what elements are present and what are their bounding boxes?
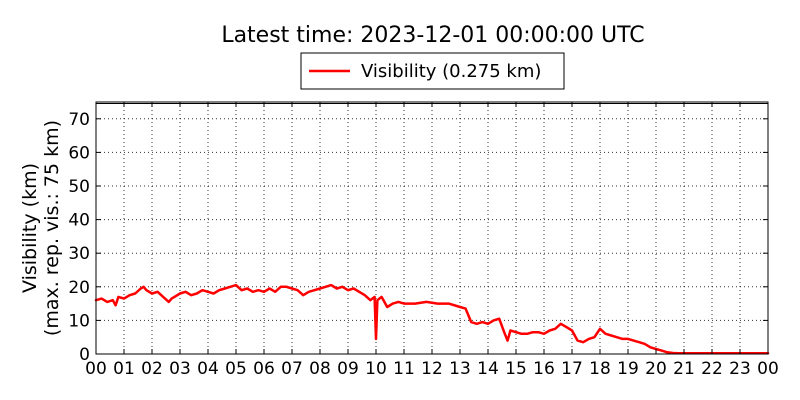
y-axis-label-line2: (max. rep. vis.: 75 km) bbox=[41, 120, 63, 336]
x-tick-label: 15 bbox=[505, 359, 527, 379]
series-line-visibility bbox=[94, 283, 770, 355]
x-tick-label: 10 bbox=[365, 359, 387, 379]
x-tick-label: 00 bbox=[757, 359, 779, 379]
x-tick-label: 23 bbox=[729, 359, 751, 379]
x-tick-label: 04 bbox=[197, 359, 219, 379]
x-tick-label: 20 bbox=[645, 359, 667, 379]
x-tick-label: 02 bbox=[141, 359, 163, 379]
x-tick-label: 12 bbox=[421, 359, 443, 379]
x-tick-label: 18 bbox=[589, 359, 611, 379]
x-tick-label: 01 bbox=[113, 359, 135, 379]
x-tick-label: 17 bbox=[561, 359, 583, 379]
plot-frame bbox=[95, 101, 769, 355]
x-tick-label: 21 bbox=[673, 359, 695, 379]
x-tick-label: 07 bbox=[281, 359, 303, 379]
x-tick-label: 11 bbox=[393, 359, 415, 379]
y-tick-label: 60 bbox=[68, 143, 90, 163]
series-layer bbox=[94, 283, 770, 355]
y-axis-label-line1: Visibility (km) bbox=[19, 163, 41, 293]
y-tick-label: 50 bbox=[68, 177, 90, 197]
legend-label: Visibility (0.275 km) bbox=[361, 61, 541, 82]
x-tick-label: 19 bbox=[617, 359, 639, 379]
y-tick-label: 30 bbox=[68, 244, 90, 264]
y-tick-label: 10 bbox=[68, 311, 90, 331]
axes bbox=[95, 101, 769, 355]
grid bbox=[96, 102, 768, 354]
x-tick-label: 08 bbox=[309, 359, 331, 379]
x-tick-label: 14 bbox=[477, 359, 499, 379]
y-tick-label: 20 bbox=[68, 278, 90, 298]
legend: Visibility (0.275 km) bbox=[300, 52, 565, 90]
x-tick-label: 09 bbox=[337, 359, 359, 379]
chart-title: Latest time: 2023-12-01 00:00:00 UTC bbox=[221, 23, 644, 48]
x-tick-label: 13 bbox=[449, 359, 471, 379]
y-tick-label: 0 bbox=[79, 345, 90, 365]
tick-labels: 00 01 02 03 04 05 06 07 08 09 10 11 12 13 14 15 16 17 18 19… bbox=[68, 110, 778, 379]
x-tick-label: 22 bbox=[701, 359, 723, 379]
x-tick-label: 00 bbox=[85, 359, 107, 379]
x-tick-label: 06 bbox=[253, 359, 275, 379]
x-tick-label: 05 bbox=[225, 359, 247, 379]
x-tick-label: 03 bbox=[169, 359, 191, 379]
y-tick-label: 40 bbox=[68, 211, 90, 231]
x-tick-label: 16 bbox=[533, 359, 555, 379]
y-tick-label: 70 bbox=[68, 110, 90, 130]
